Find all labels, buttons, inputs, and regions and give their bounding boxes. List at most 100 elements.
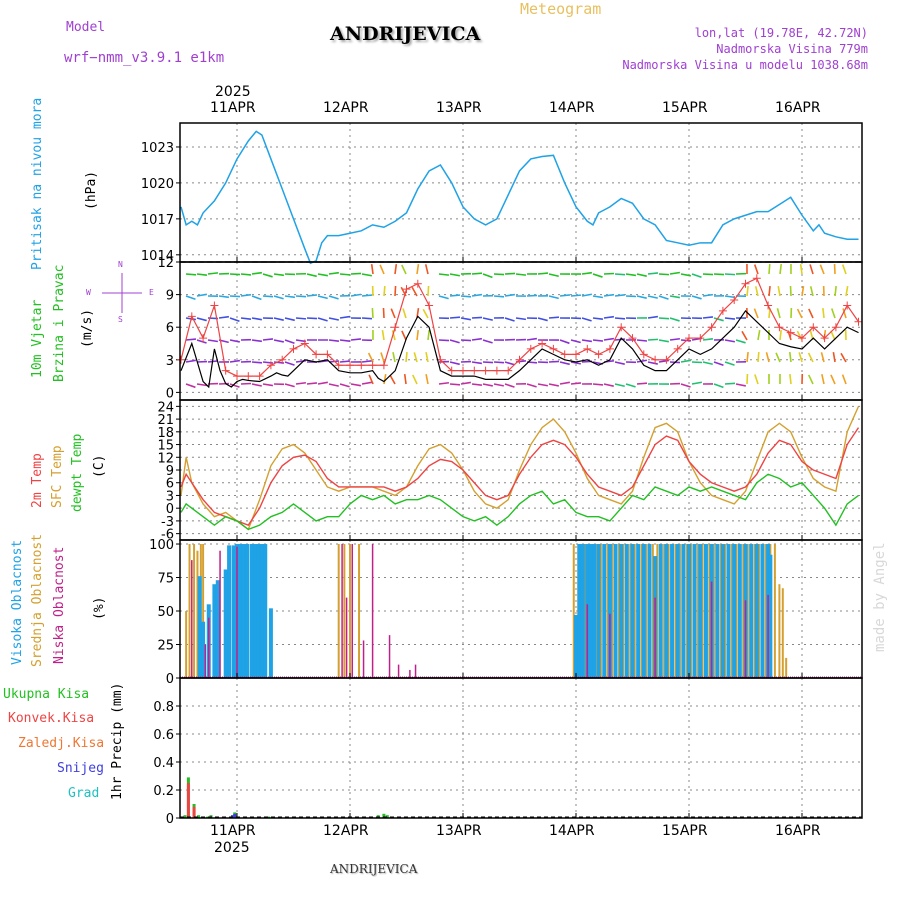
cloud-mid-bar [611,544,614,678]
wind-barb [830,308,836,319]
wind-barb [809,264,814,275]
lonlat-info: lon,lat (19.78E, 42.72N) [694,26,868,40]
wind-gust-marker [605,344,614,353]
wind-barb [411,286,418,297]
day-label-top-0: 11APR [210,100,256,116]
cloud-low-bar [414,664,417,678]
wind-barb [295,339,307,343]
wind-barb [724,273,736,276]
wind-barb [724,382,736,385]
wind-barb [592,273,603,278]
wind-gust-marker [572,350,580,359]
wind-gust-marker [504,366,513,375]
wind-barb [262,383,274,387]
cloud-high-bar [720,544,725,678]
y-tick-label: 0.6 [153,728,174,743]
cloud-high-bar [577,544,582,678]
wind-barb [449,383,461,386]
wind-barb [416,263,420,275]
cloud-mid-bar [640,544,643,678]
cloud-mid-bar [764,544,767,678]
cloud-mid-bar [746,544,749,678]
wind-barb [368,374,374,385]
wind-barb [603,337,615,341]
cloud-low-bar [351,544,354,678]
wind-barb [383,285,386,297]
wind-barb [647,315,659,319]
wind-barb [537,383,548,387]
cloud-low-bar [191,560,193,678]
cloud-mid-bar [708,544,711,678]
wind-barb [691,381,702,385]
cloud-mid-bar [358,544,361,678]
cloud-mid-bar [572,544,575,678]
wind-barb [389,374,396,385]
wind-barb [830,330,836,341]
wind-barb [240,317,252,320]
wind-label-1: 10m Vjetar [30,299,45,378]
cloud-high-bar [768,554,773,678]
wind-barb [328,271,340,275]
wind-barb [819,264,825,275]
precip-snow-bar [233,813,237,818]
y-tick-label: 0 [166,812,174,827]
cloud-high-bar [754,544,759,678]
wind-barb [559,294,571,297]
wind-barb [240,293,252,297]
wind-barb [403,373,407,385]
wind-barb [306,294,318,297]
cloud-high-bar [703,544,708,678]
wind-barb [669,337,681,341]
wind-barb [390,308,396,319]
wind-barb [658,317,670,320]
wind-barb [526,294,538,297]
wind-barb [658,359,670,363]
wind-barb [412,374,418,385]
cloud-high-bar [574,615,578,678]
wind-barb [691,273,702,278]
wind-gust-marker [752,274,761,283]
cloud-low-bar [341,544,343,678]
wind-barb [295,295,307,298]
wind-gust-marker [764,301,773,310]
wind-barb [625,383,636,388]
wind-barb [559,361,570,366]
wind-gust-marker [447,366,456,375]
wind-barb [504,293,516,297]
wind-barb [207,272,219,275]
wind-barb [548,360,560,363]
wind-barb [614,361,625,365]
cloud-mid-bar [193,544,196,678]
wind-barb [548,295,559,300]
wind-barb [251,317,262,321]
wind-barb [251,271,263,275]
wind-barb [471,316,483,319]
wind-barb [636,382,648,385]
wind-barb [394,285,397,297]
wind-barb [702,361,713,366]
y-tick-label: 9 [166,464,174,479]
wind-barb [273,273,285,277]
wind-barb [614,294,626,297]
wind-barb [789,373,792,385]
wind-barb [822,307,825,319]
y-tick-label: 1017 [141,213,174,228]
wind-barb [845,286,849,297]
wind-barb [471,293,483,297]
cloud-high-bar [675,544,680,678]
cloud-mid-bar [633,544,636,678]
wind-gust-marker [662,355,671,364]
day-label-bottom-1: 12APR [323,823,369,839]
wind-barb [636,273,647,277]
wind-barb [328,383,339,387]
wind-gust-marker [221,366,230,375]
wind-barb [449,361,460,366]
wind-barb [262,273,273,278]
cloud-high-bar [249,544,254,678]
wind-barb [746,351,749,363]
cloud-high-bar [681,544,686,678]
wind-barb [493,361,505,364]
wind-barb [779,329,782,341]
y-tick-label: 21 [157,413,174,428]
wind-barb [185,338,197,341]
